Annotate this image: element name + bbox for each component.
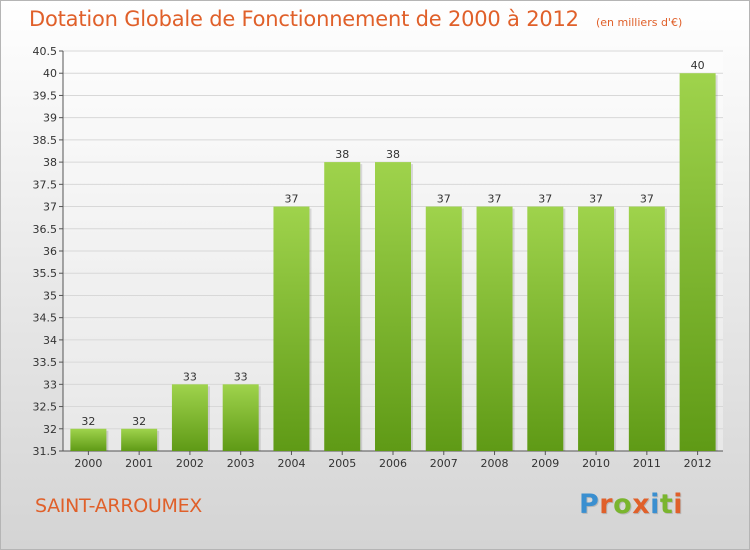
x-tick-label: 2005 (328, 457, 356, 470)
data-label: 37 (488, 193, 502, 206)
x-tick-label: 2006 (379, 457, 407, 470)
y-tick-label: 31.5 (33, 445, 58, 458)
x-tick-label: 2012 (684, 457, 712, 470)
chart-header: Dotation Globale de Fonctionnement de 20… (29, 7, 682, 31)
y-tick-label: 38.5 (33, 134, 58, 147)
bar (476, 206, 513, 451)
bar (578, 206, 615, 451)
bar (679, 73, 716, 451)
x-tick-label: 2007 (430, 457, 458, 470)
data-label: 37 (538, 193, 552, 206)
bar (121, 428, 158, 451)
y-tick-label: 39.5 (33, 89, 58, 102)
chart-unit: (en milliers d'€) (595, 16, 683, 29)
bar (171, 384, 208, 451)
data-label: 37 (589, 193, 603, 206)
data-label: 38 (335, 148, 349, 161)
data-label: 37 (284, 193, 298, 206)
bar (324, 162, 361, 451)
y-tick-label: 36.5 (33, 223, 58, 236)
data-label: 33 (234, 370, 248, 383)
data-label: 32 (81, 415, 95, 428)
y-tick-label: 38 (43, 156, 57, 169)
y-tick-label: 40.5 (33, 45, 58, 58)
y-tick-label: 33 (43, 378, 57, 391)
bar (425, 206, 462, 451)
chart-title: Dotation Globale de Fonctionnement de 20… (29, 7, 579, 31)
y-tick-label: 40 (43, 67, 57, 80)
y-tick-label: 34 (43, 334, 57, 347)
x-tick-label: 2010 (582, 457, 610, 470)
x-tick-label: 2003 (227, 457, 255, 470)
proxiti-logo: Proxiti (579, 489, 684, 520)
y-tick-label: 39 (43, 112, 57, 125)
bar (70, 428, 107, 451)
y-tick-label: 32.5 (33, 401, 58, 414)
data-label: 37 (437, 193, 451, 206)
bar (628, 206, 665, 451)
y-tick-label: 35 (43, 289, 57, 302)
commune-name: SAINT-ARROUMEX (35, 495, 203, 517)
x-tick-label: 2002 (176, 457, 204, 470)
y-tick-label: 36 (43, 245, 57, 258)
data-label: 37 (640, 193, 654, 206)
y-tick-label: 32 (43, 423, 57, 436)
x-tick-label: 2001 (125, 457, 153, 470)
data-label: 32 (132, 415, 146, 428)
y-tick-label: 34.5 (33, 312, 58, 325)
bar (527, 206, 564, 451)
y-tick-label: 35.5 (33, 267, 58, 280)
x-tick-label: 2004 (277, 457, 305, 470)
y-tick-label: 33.5 (33, 356, 58, 369)
x-tick-label: 2000 (74, 457, 102, 470)
x-tick-label: 2011 (633, 457, 661, 470)
data-label: 40 (691, 59, 705, 72)
x-tick-label: 2008 (481, 457, 509, 470)
bar (273, 206, 310, 451)
bar (222, 384, 259, 451)
y-tick-label: 37 (43, 201, 57, 214)
data-label: 38 (386, 148, 400, 161)
y-tick-label: 37.5 (33, 178, 58, 191)
bar (375, 162, 411, 451)
x-tick-label: 2009 (531, 457, 559, 470)
data-label: 33 (183, 370, 197, 383)
